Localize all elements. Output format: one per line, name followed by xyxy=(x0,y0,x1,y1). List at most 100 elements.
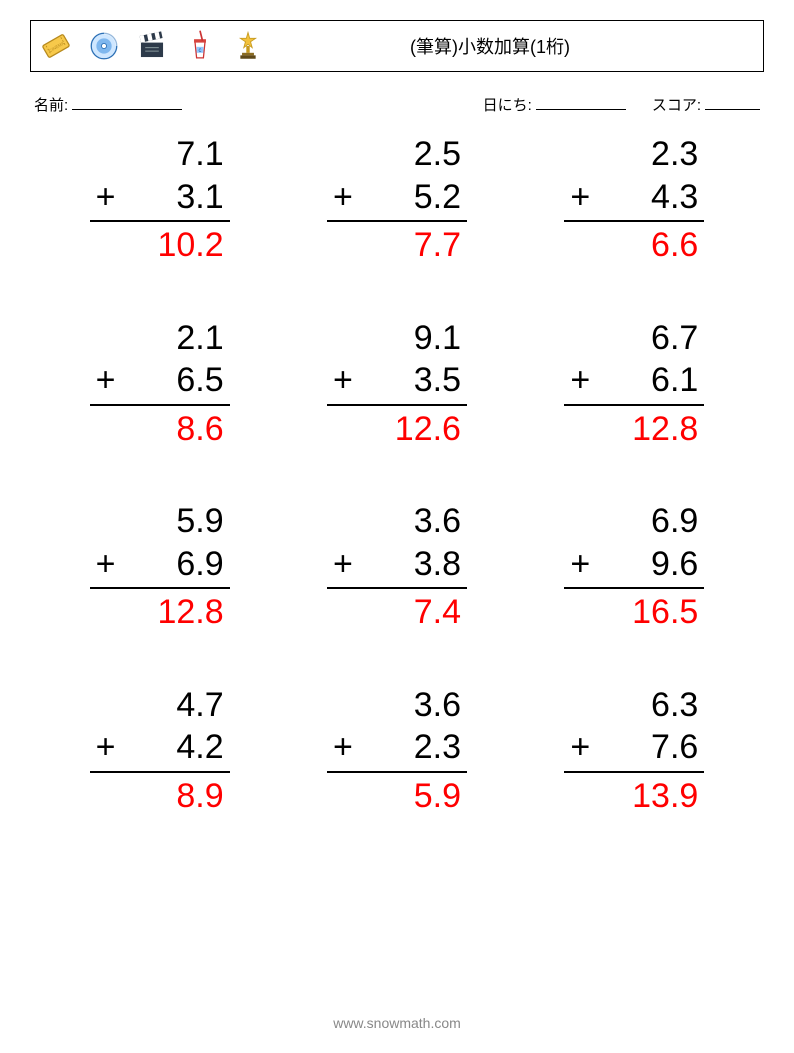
operand-b-row: +3.5 xyxy=(327,359,467,402)
operand-b-row: +7.6 xyxy=(564,726,704,769)
operator: + xyxy=(570,359,590,402)
problem: 6.7+6.1 12.8 xyxy=(564,317,704,451)
cd-icon xyxy=(87,29,121,63)
cup-icon: c xyxy=(183,29,217,63)
operand-a: 2.3 xyxy=(564,133,704,176)
operand-b: 9.6 xyxy=(651,545,698,583)
problem: 2.1+6.5 8.6 xyxy=(90,317,230,451)
score-label: スコア: xyxy=(652,94,701,115)
problem: 6.9+9.6 16.5 xyxy=(564,500,704,634)
operand-b: 7.6 xyxy=(651,728,698,766)
operand-b: 3.8 xyxy=(414,545,461,583)
answer: 7.4 xyxy=(327,591,467,634)
problem: 2.5+5.2 7.7 xyxy=(327,133,467,267)
operator: + xyxy=(333,176,353,219)
answer: 8.6 xyxy=(90,408,230,451)
answer: 16.5 xyxy=(564,591,704,634)
operand-a: 7.1 xyxy=(90,133,230,176)
score-blank xyxy=(705,95,760,110)
sum-bar xyxy=(564,404,704,406)
worksheet-page: CINEMA xyxy=(0,0,794,1053)
operator: + xyxy=(96,176,116,219)
icon-strip: CINEMA xyxy=(39,29,265,63)
operand-b: 3.1 xyxy=(176,178,223,216)
answer: 12.8 xyxy=(564,408,704,451)
answer: 10.2 xyxy=(90,224,230,267)
operator: + xyxy=(570,176,590,219)
sum-bar xyxy=(90,404,230,406)
operator: + xyxy=(96,726,116,769)
svg-text:c: c xyxy=(199,48,202,54)
problem: 3.6+2.3 5.9 xyxy=(327,684,467,818)
date-blank xyxy=(536,95,626,110)
operator: + xyxy=(570,726,590,769)
sum-bar xyxy=(90,220,230,222)
operand-b: 5.2 xyxy=(414,178,461,216)
operator: + xyxy=(570,543,590,586)
operand-b: 4.3 xyxy=(651,178,698,216)
problem: 9.1+3.5 12.6 xyxy=(327,317,467,451)
problem: 2.3+4.3 6.6 xyxy=(564,133,704,267)
info-row: 名前: 日にち: スコア: xyxy=(34,94,760,115)
operand-b-row: +6.9 xyxy=(90,543,230,586)
operand-b-row: +4.2 xyxy=(90,726,230,769)
operand-a: 6.7 xyxy=(564,317,704,360)
operand-b: 6.9 xyxy=(176,545,223,583)
date-label: 日にち: xyxy=(483,94,532,115)
sum-bar xyxy=(90,587,230,589)
operand-b-row: +6.1 xyxy=(564,359,704,402)
operand-b: 2.3 xyxy=(414,728,461,766)
operand-a: 3.6 xyxy=(327,684,467,727)
operator: + xyxy=(96,543,116,586)
operand-b: 4.2 xyxy=(176,728,223,766)
operand-b-row: +3.8 xyxy=(327,543,467,586)
operand-a: 9.1 xyxy=(327,317,467,360)
worksheet-title: (筆算)小数加算(1桁) xyxy=(265,33,755,59)
ticket-icon: CINEMA xyxy=(39,29,73,63)
operator: + xyxy=(333,726,353,769)
clapper-icon xyxy=(135,29,169,63)
answer: 5.9 xyxy=(327,775,467,818)
sum-bar xyxy=(564,771,704,773)
operand-a: 6.9 xyxy=(564,500,704,543)
name-field: 名前: xyxy=(34,94,182,115)
answer: 13.9 xyxy=(564,775,704,818)
operand-b-row: +4.3 xyxy=(564,176,704,219)
operand-b-row: +5.2 xyxy=(327,176,467,219)
operator: + xyxy=(333,359,353,402)
problem: 6.3+7.6 13.9 xyxy=(564,684,704,818)
footer-text: www.snowmath.com xyxy=(0,1015,794,1031)
operand-a: 6.3 xyxy=(564,684,704,727)
operand-a: 2.5 xyxy=(327,133,467,176)
operand-a: 4.7 xyxy=(90,684,230,727)
answer: 8.9 xyxy=(90,775,230,818)
sum-bar xyxy=(564,220,704,222)
name-label: 名前: xyxy=(34,94,68,115)
answer: 7.7 xyxy=(327,224,467,267)
name-blank xyxy=(72,95,182,110)
problem: 7.1+3.1 10.2 xyxy=(90,133,230,267)
answer: 12.8 xyxy=(90,591,230,634)
answer: 12.6 xyxy=(327,408,467,451)
operand-b: 6.1 xyxy=(651,361,698,399)
answer: 6.6 xyxy=(564,224,704,267)
sum-bar xyxy=(564,587,704,589)
sum-bar xyxy=(327,587,467,589)
sum-bar xyxy=(327,771,467,773)
problem: 5.9+6.912.8 xyxy=(90,500,230,634)
sum-bar xyxy=(90,771,230,773)
operand-b-row: +6.5 xyxy=(90,359,230,402)
sum-bar xyxy=(327,220,467,222)
operand-b-row: +2.3 xyxy=(327,726,467,769)
operand-a: 3.6 xyxy=(327,500,467,543)
operator: + xyxy=(333,543,353,586)
sum-bar xyxy=(327,404,467,406)
operand-b: 3.5 xyxy=(414,361,461,399)
operand-a: 2.1 xyxy=(90,317,230,360)
operand-b-row: +3.1 xyxy=(90,176,230,219)
header: CINEMA xyxy=(30,20,764,72)
operand-b: 6.5 xyxy=(176,361,223,399)
operator: + xyxy=(96,359,116,402)
problem-grid: 7.1+3.110.22.5+5.27.72.3+4.36.62.1+6.58.… xyxy=(30,133,764,817)
problem: 3.6+3.8 7.4 xyxy=(327,500,467,634)
